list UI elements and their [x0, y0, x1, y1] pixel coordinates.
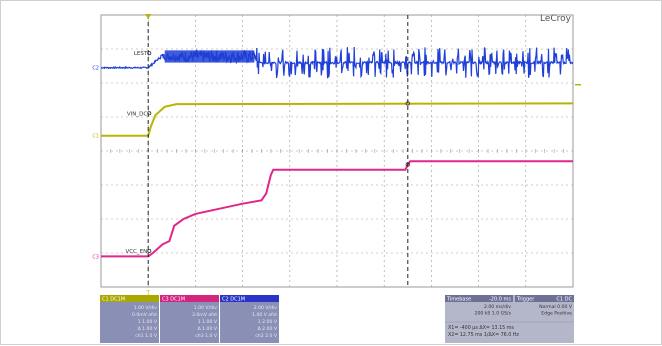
- channel-panel-row: 1.00 V/div: [134, 305, 158, 311]
- trigger-header-bg: [515, 295, 574, 302]
- channel-panel-row: 1.00 V ofst: [252, 312, 277, 318]
- channel-panel-row: 1.00 V/div: [194, 305, 218, 311]
- annotation-point: [147, 248, 152, 253]
- timebase-header-bg: [445, 295, 513, 302]
- timebase-header: Timebase: [446, 297, 471, 303]
- trigger-header: Trigger: [516, 297, 535, 303]
- trace-c2-burst-envelope: [164, 50, 255, 63]
- cursor-measurement-row: X1= -400 μs ΔX= 13.15 ms: [448, 325, 514, 331]
- trace-c3: [101, 160, 573, 258]
- channel-panel-row: 2.00 V/div: [254, 305, 278, 311]
- channel-marker-c2: C2: [92, 66, 99, 72]
- channel-marker-c1: C1: [92, 134, 99, 140]
- channel-panel-row: 3.0mV ofst: [192, 312, 217, 318]
- trace-annotation-0: LEST: [134, 51, 148, 57]
- annotation-point: [147, 51, 152, 56]
- channel-panel-title: C3 DC1M: [162, 297, 185, 303]
- channel-panel-header: [160, 295, 219, 302]
- channel-panel-row: 1 1.00 V: [198, 319, 218, 325]
- channel-panel-row: ch1 1.0 V: [135, 333, 158, 339]
- timebase-row: 200 kS 1.0 GS/s: [475, 311, 512, 317]
- channel-panel-row: 0.0mV ofst: [132, 312, 157, 318]
- trigger-position-icon: [145, 14, 152, 19]
- channel-panel-row: Δ 2.00 V: [258, 326, 278, 332]
- trigger-row: Normal 0.00 V: [539, 304, 573, 310]
- timebase-row: 2.00 ms/div: [484, 304, 511, 310]
- channel-panel-c2: [220, 295, 279, 343]
- trace-annotations: C2 C1 C3 LEST VIN_DC VCC_EN: [92, 51, 581, 260]
- channel-panel-row: 1 2.00 V: [258, 319, 278, 325]
- channel-panel-row: 1 1.00 V: [138, 319, 158, 325]
- channel-panel-header: [220, 295, 279, 302]
- channel-panel-header: [100, 295, 159, 302]
- cursor-crossing-point: [405, 162, 410, 167]
- cursor-crossing-point: [405, 101, 410, 106]
- cursor-lines: T: [145, 14, 409, 297]
- channel-panel-title: C1 DC1M: [102, 297, 125, 303]
- channel-panel-c3: [160, 295, 219, 343]
- channel-panel-row: Δ 1.00 V: [138, 326, 158, 332]
- trigger-marker-label: T: [145, 290, 150, 297]
- trace-annotation-2: VCC_EN: [125, 249, 147, 255]
- brand-logo-text: LeCroy: [540, 14, 572, 24]
- trace-annotation-1: VIN_DC: [127, 111, 147, 117]
- channel-panel-row: ch3 1.0 V: [195, 333, 218, 339]
- annotation-point: [147, 111, 152, 116]
- channel-panel-title: C2 DC1M: [222, 297, 245, 303]
- timebase-trigger-panel: [445, 295, 574, 343]
- trigger-header-value: C1 DC: [556, 297, 572, 303]
- timebase-header-value: -20.0 ms: [489, 297, 511, 303]
- channel-panel-row: Δ 1.00 V: [198, 326, 218, 332]
- channel-marker-c3: C3: [92, 254, 99, 260]
- cursor-measurement-row: X2= 12.75 ms 1/ΔX= 76.0 Hz: [448, 332, 519, 338]
- channel-panel-c1: [100, 295, 159, 343]
- trigger-row: Edge Positive: [541, 311, 572, 317]
- channel-panel-row: ch2 2.0 V: [255, 333, 278, 339]
